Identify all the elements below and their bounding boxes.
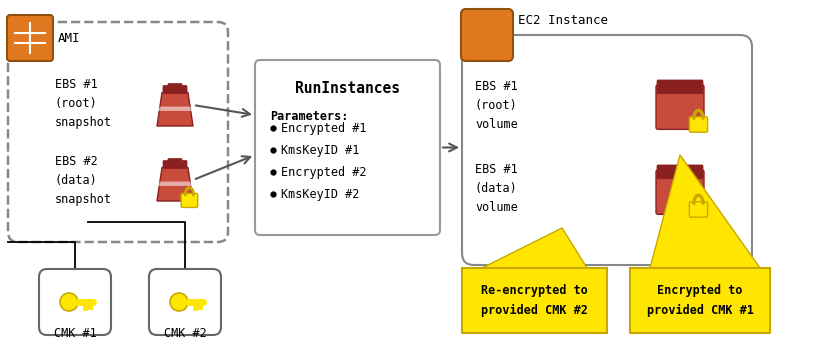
FancyBboxPatch shape (656, 85, 704, 129)
FancyBboxPatch shape (657, 80, 703, 94)
FancyBboxPatch shape (8, 22, 228, 242)
FancyBboxPatch shape (168, 159, 182, 163)
Polygon shape (482, 228, 587, 268)
Text: EBS #1
(data)
volume: EBS #1 (data) volume (475, 163, 518, 214)
FancyBboxPatch shape (39, 269, 111, 335)
Text: Parameters:: Parameters: (270, 110, 348, 123)
Text: RunInstances: RunInstances (295, 81, 400, 95)
Text: Encrypted #2: Encrypted #2 (281, 166, 367, 178)
Text: EBS #1
(root)
volume: EBS #1 (root) volume (475, 80, 518, 131)
FancyBboxPatch shape (163, 161, 187, 169)
Text: Encrypted to
provided CMK #1: Encrypted to provided CMK #1 (646, 285, 753, 316)
Polygon shape (650, 155, 760, 268)
Polygon shape (157, 168, 193, 201)
Polygon shape (157, 93, 193, 126)
Text: AMI: AMI (58, 32, 81, 44)
FancyBboxPatch shape (690, 202, 708, 217)
FancyBboxPatch shape (656, 170, 704, 214)
FancyBboxPatch shape (255, 60, 440, 235)
Text: Re-encrypted to
provided CMK #2: Re-encrypted to provided CMK #2 (481, 285, 588, 316)
Text: CMK #1: CMK #1 (54, 327, 96, 340)
FancyBboxPatch shape (149, 269, 221, 335)
Circle shape (170, 293, 188, 311)
FancyBboxPatch shape (630, 268, 770, 333)
FancyBboxPatch shape (462, 35, 752, 265)
FancyBboxPatch shape (163, 85, 187, 93)
FancyBboxPatch shape (7, 15, 53, 61)
FancyBboxPatch shape (461, 9, 513, 61)
FancyBboxPatch shape (690, 117, 708, 132)
Text: EC2 Instance: EC2 Instance (518, 14, 608, 26)
Polygon shape (158, 181, 192, 186)
FancyBboxPatch shape (462, 268, 607, 333)
Text: CMK #2: CMK #2 (163, 327, 207, 340)
Circle shape (60, 293, 78, 311)
Text: KmsKeyID #1: KmsKeyID #1 (281, 144, 359, 156)
FancyBboxPatch shape (181, 193, 198, 208)
FancyBboxPatch shape (657, 165, 703, 179)
Text: EBS #2
(data)
snapshot: EBS #2 (data) snapshot (55, 155, 112, 206)
Text: EBS #1
(root)
snapshot: EBS #1 (root) snapshot (55, 78, 112, 129)
Polygon shape (158, 107, 192, 111)
FancyBboxPatch shape (168, 84, 182, 88)
Text: KmsKeyID #2: KmsKeyID #2 (281, 187, 359, 201)
Text: Encrypted #1: Encrypted #1 (281, 121, 367, 135)
